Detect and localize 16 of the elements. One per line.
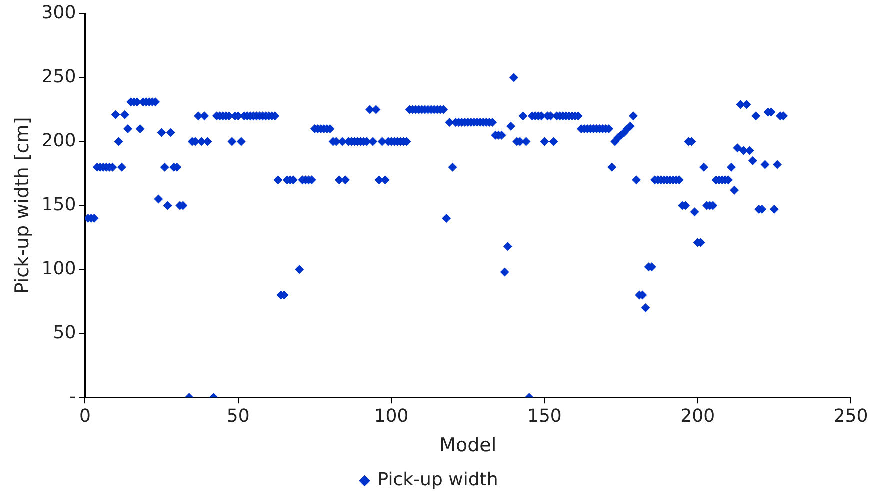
x-axis-title: Model [440,434,497,457]
y-tick-label: 150 [42,194,76,216]
y-tick-label: 100 [42,258,76,280]
y-tick-label: - [70,386,76,408]
legend-label: Pick-up width [378,470,498,491]
x-tick-label: 0 [79,406,91,428]
y-tick-label: 300 [42,2,76,24]
x-tick-label: 50 [226,406,250,428]
x-tick-label: 150 [527,406,562,428]
x-tick-label: 200 [680,406,716,428]
y-tick-label: 50 [53,322,76,344]
x-tick-label: 100 [374,406,409,428]
y-axis-title: Pick-up width [cm] [11,117,34,294]
y-tick-label: 200 [42,130,76,152]
x-tick-label: 250 [834,406,868,428]
y-tick-label: 250 [42,66,76,88]
